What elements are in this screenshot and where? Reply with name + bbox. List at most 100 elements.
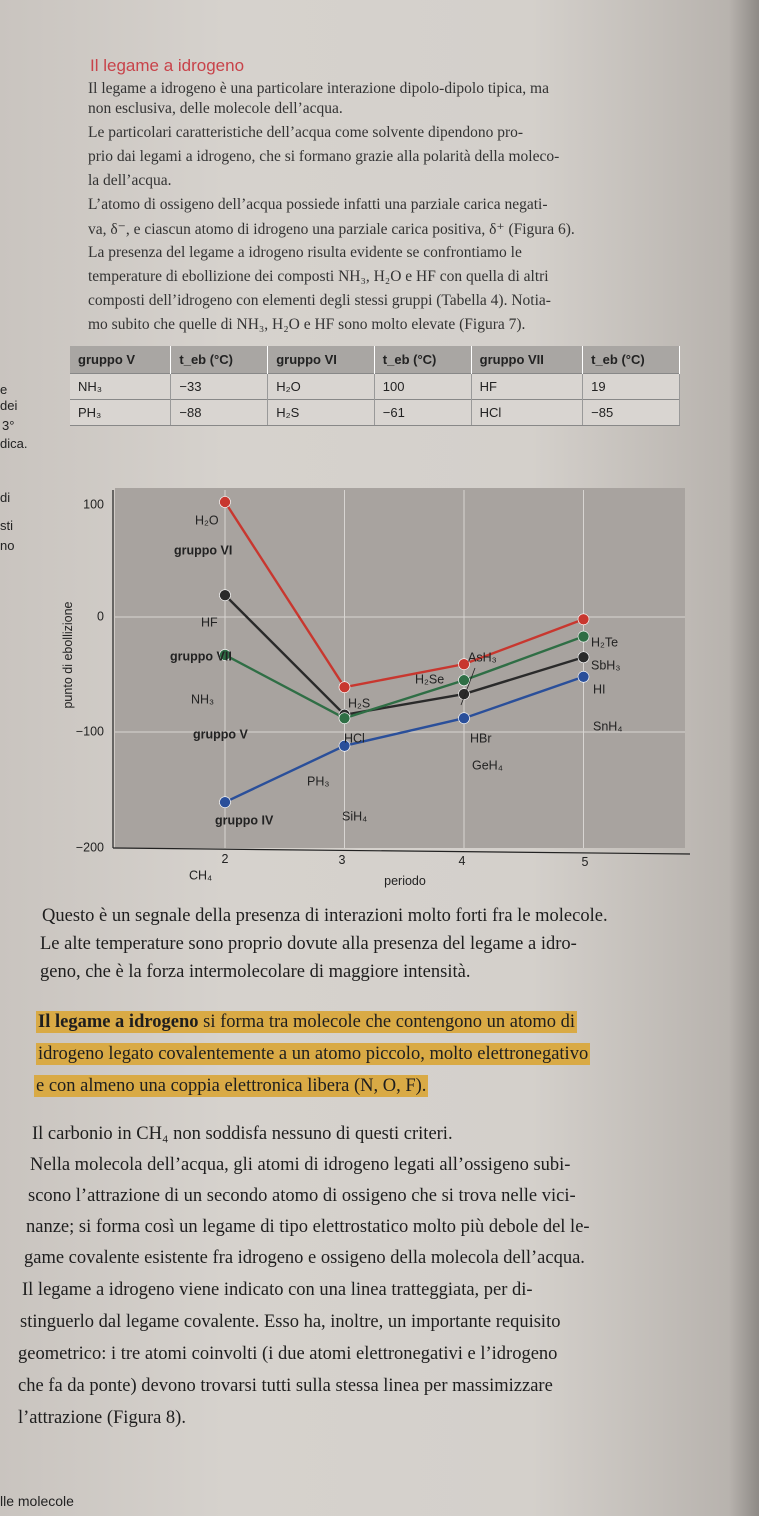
data-point bbox=[219, 589, 231, 601]
column-header: gruppo VI bbox=[267, 346, 375, 374]
text-line: la dell’acqua. bbox=[88, 172, 172, 189]
text-line: Il carbonio in CH₄ non soddisfa nessuno … bbox=[32, 1124, 453, 1144]
table-cell: −88 bbox=[170, 399, 269, 426]
definition-line: e con almeno una coppia elettronica libe… bbox=[34, 1075, 429, 1097]
series-line bbox=[224, 594, 584, 717]
point-label: PH₃ bbox=[307, 774, 329, 788]
text-line: Le particolari caratteristiche dell’acqu… bbox=[88, 124, 524, 141]
x-tick-label: 4 bbox=[459, 854, 466, 868]
text-line: che fa da ponte) devono trovarsi tutti s… bbox=[18, 1376, 553, 1396]
margin-fragment: 3° bbox=[2, 418, 15, 433]
x-tick-label: 5 bbox=[582, 855, 589, 869]
data-point bbox=[219, 796, 231, 808]
table-cell: NH₃ bbox=[70, 373, 172, 400]
data-point bbox=[458, 674, 470, 687]
margin-fragment: lle molecole bbox=[0, 1493, 74, 1509]
data-point bbox=[219, 496, 231, 508]
point-label: HBr bbox=[470, 731, 492, 745]
point-label: GeH₄ bbox=[472, 758, 503, 772]
point-label: SiH₄ bbox=[342, 809, 367, 823]
text-line: temperature di ebollizione dei composti … bbox=[88, 268, 549, 285]
margin-fragment: no bbox=[0, 538, 15, 553]
definition-text: e con almeno una coppia elettronica libe… bbox=[34, 1075, 429, 1097]
boiling-point-chart: 100 0 −100 −200 2 3 4 5 periodo punto di… bbox=[61, 488, 691, 888]
data-point bbox=[577, 671, 590, 683]
text-line: stinguerlo dal legame covalente. Esso ha… bbox=[20, 1312, 561, 1332]
group-label: gruppo VI bbox=[174, 543, 232, 557]
data-point bbox=[577, 613, 590, 626]
text-line: va, δ⁻, e ciascun atomo di idrogeno una … bbox=[88, 221, 575, 238]
group-label: gruppo IV bbox=[215, 813, 274, 827]
data-point bbox=[577, 630, 590, 643]
x-tick-label: 3 bbox=[339, 853, 346, 867]
point-label: SnH₄ bbox=[593, 719, 622, 733]
text-line: L’atomo di ossigeno dell’acqua possiede … bbox=[88, 196, 548, 213]
definition-text: idrogeno legato covalentemente a un atom… bbox=[36, 1043, 591, 1065]
text-line: La presenza del legame a idrogeno risult… bbox=[88, 244, 522, 261]
text-line: composti dell’idrogeno con elementi degl… bbox=[88, 292, 551, 309]
point-label: HI bbox=[593, 682, 606, 696]
x-axis bbox=[112, 847, 691, 855]
text-line: Il legame a idrogeno è una particolare i… bbox=[88, 80, 549, 97]
boiling-point-table: gruppo V t_eb (°C) gruppo VI t_eb (°C) g… bbox=[70, 346, 680, 426]
text-line: game covalente esistente fra idrogeno e … bbox=[24, 1248, 585, 1268]
data-point bbox=[338, 712, 351, 724]
section-title: Il legame a idrogeno bbox=[90, 56, 245, 75]
definition-line: idrogeno legato covalentemente a un atom… bbox=[36, 1043, 591, 1065]
point-label: AsH₃ bbox=[468, 650, 497, 664]
data-point bbox=[338, 681, 351, 693]
definition-line: Il legame a idrogeno si forma tra moleco… bbox=[36, 1011, 578, 1033]
text-line: Nella molecola dell’acqua, gli atomi di … bbox=[30, 1155, 571, 1175]
data-point bbox=[219, 649, 231, 661]
data-point bbox=[458, 688, 470, 700]
table-cell: PH₃ bbox=[70, 399, 172, 426]
plot-background bbox=[115, 488, 685, 848]
y-tick-label: −200 bbox=[76, 840, 104, 854]
point-label: H₂Te bbox=[591, 635, 618, 649]
definition-text: si forma tra molecole che contengono un … bbox=[198, 1012, 576, 1032]
table-cell: −85 bbox=[582, 399, 680, 426]
point-label: H₂Se bbox=[415, 672, 444, 686]
y-axis-label: punto di ebollizione bbox=[61, 601, 75, 708]
text-line: Il legame a idrogeno viene indicato con … bbox=[22, 1280, 533, 1300]
column-header: gruppo V bbox=[70, 346, 172, 374]
point-label: SbH₃ bbox=[591, 658, 620, 672]
leader-line bbox=[460, 667, 476, 706]
table-header-row: gruppo V t_eb (°C) gruppo VI t_eb (°C) g… bbox=[70, 346, 680, 374]
table-cell: H₂S bbox=[267, 399, 375, 426]
column-header: t_eb (°C) bbox=[170, 346, 269, 374]
column-header: t_eb (°C) bbox=[374, 346, 472, 374]
table-cell: 100 bbox=[374, 373, 472, 400]
definition-term: Il legame a idrogeno bbox=[38, 1012, 199, 1032]
text-line: geometrico: i tre atomi coinvolti (i due… bbox=[18, 1344, 558, 1364]
text-line: nanze; si forma così un legame di tipo e… bbox=[26, 1217, 590, 1237]
text-line: scono l’attrazione di un secondo atomo d… bbox=[28, 1186, 576, 1206]
table-cell: −33 bbox=[170, 373, 269, 400]
point-label: H₂O bbox=[195, 513, 219, 527]
y-tick-label: 0 bbox=[97, 609, 104, 623]
point-label: H₂S bbox=[348, 696, 370, 710]
series-line bbox=[223, 501, 584, 689]
margin-fragment: e bbox=[0, 382, 8, 397]
series-line bbox=[224, 635, 584, 720]
table-cell: HF bbox=[471, 373, 584, 400]
y-tick-label: 100 bbox=[83, 497, 104, 511]
point-label: HF bbox=[201, 615, 218, 629]
margin-fragment: di bbox=[0, 490, 11, 505]
margin-fragment: sti bbox=[0, 518, 13, 533]
text-line: geno, che è la forza intermolecolare di … bbox=[40, 962, 471, 982]
x-tick-label: 2 bbox=[222, 852, 229, 866]
data-point bbox=[458, 712, 470, 724]
x-axis-label: periodo bbox=[384, 874, 426, 888]
group-label: gruppo VII bbox=[170, 649, 232, 663]
data-point bbox=[577, 651, 590, 664]
series-line bbox=[224, 675, 584, 804]
margin-fragment: dei bbox=[0, 398, 18, 413]
margin-fragment: dica. bbox=[0, 436, 28, 451]
point-label: HCl bbox=[344, 731, 365, 745]
table-cell: −61 bbox=[374, 399, 472, 426]
group-label: gruppo V bbox=[193, 727, 249, 741]
y-tick-label: −100 bbox=[76, 724, 104, 738]
text-line: prio dai legami a idrogeno, che si forma… bbox=[88, 148, 560, 165]
data-point bbox=[458, 658, 470, 670]
